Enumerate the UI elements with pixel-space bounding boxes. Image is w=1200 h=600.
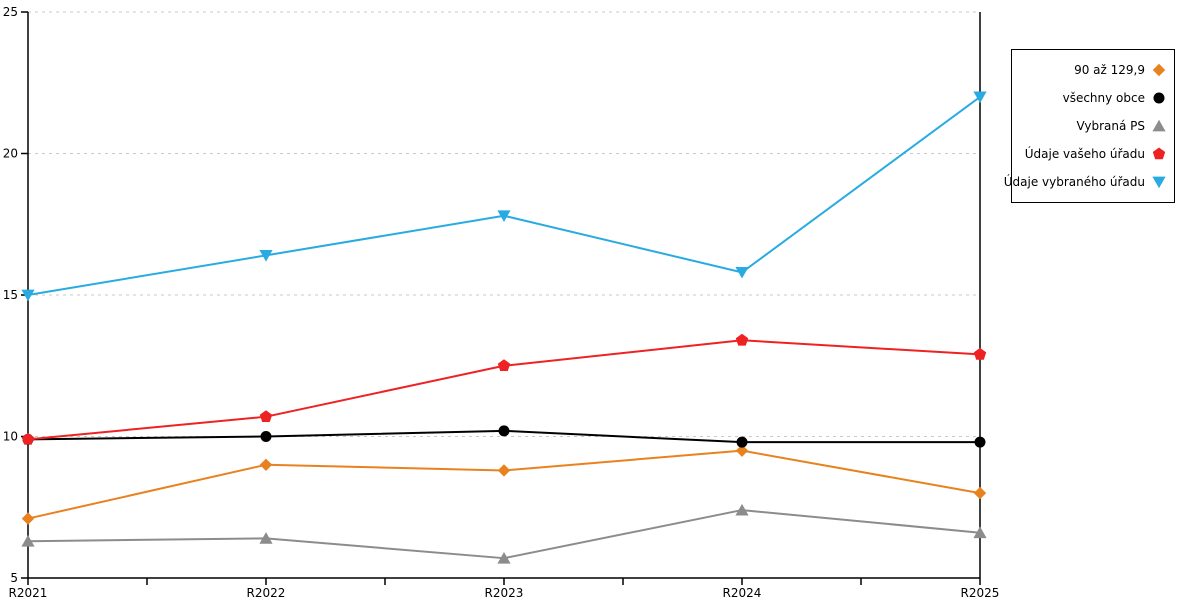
triangle-up-marker-icon (21, 535, 35, 547)
circle-marker-icon (498, 425, 510, 437)
circle-marker-icon (1153, 92, 1165, 104)
diamond-marker-icon (1152, 63, 1166, 77)
legend-label: 90 až 129,9 (1074, 63, 1145, 77)
legend-item-2[interactable]: Vybraná PS (1012, 113, 1174, 139)
legend-label: Vybraná PS (1076, 119, 1145, 133)
y-tick-label: 5 (10, 571, 18, 585)
legend-label: Údaje vašeho úřadu (1024, 147, 1145, 161)
triangle-down-marker-icon (259, 249, 273, 262)
y-tick-label: 25 (3, 5, 18, 19)
y-tick-label: 20 (3, 147, 18, 161)
diamond-marker-icon (497, 464, 511, 477)
diamond-marker-icon (21, 512, 35, 525)
x-tick-label: R2025 (961, 586, 1000, 600)
series-line (27, 449, 981, 520)
triangle-down-marker-icon (497, 210, 511, 222)
x-tick-label: R2023 (485, 586, 524, 600)
legend-item-3[interactable]: Údaje vašeho úřadu (1012, 141, 1174, 167)
diamond-marker-icon (973, 486, 987, 500)
legend-item-4[interactable]: Údaje vybraného úřadu (1004, 169, 1174, 195)
legend-item-1[interactable]: všechny obce (1012, 85, 1174, 111)
x-tick-label: R2021 (9, 586, 48, 600)
triangle-up-icon (1152, 119, 1166, 132)
triangle-down-marker-icon (735, 266, 749, 279)
legend-item-0[interactable]: 90 až 129,9 (1012, 57, 1174, 83)
series-line (27, 509, 981, 560)
pentagon-marker-icon (21, 432, 35, 445)
pentagon-marker-icon (973, 347, 987, 360)
x-tick-label: R2024 (723, 586, 762, 600)
series-line (27, 95, 981, 296)
triangle-down-marker-icon (21, 289, 35, 302)
triangle-up-marker-icon (497, 551, 511, 564)
pentagon-marker-icon (735, 333, 749, 346)
diamond-marker-icon (735, 444, 749, 457)
legend-label: Údaje vybraného úřadu (1003, 175, 1145, 189)
circle-icon (1153, 92, 1165, 104)
pentagon-icon (1152, 147, 1166, 160)
pentagon-marker-icon (1152, 147, 1166, 160)
legend-label: všechny obce (1062, 91, 1145, 105)
pentagon-marker-icon (497, 359, 511, 372)
circle-marker-icon (260, 431, 272, 442)
triangle-up-marker-icon (259, 532, 273, 544)
triangle-up-marker-icon (1152, 119, 1166, 132)
pentagon-marker-icon (259, 410, 273, 422)
series-line (27, 339, 981, 441)
triangle-down-marker-icon (1152, 176, 1166, 189)
triangle-down-icon (1152, 176, 1166, 189)
diamond-icon (1152, 63, 1166, 77)
x-tick-label: R2022 (247, 586, 286, 600)
diamond-marker-icon (259, 458, 273, 471)
triangle-up-marker-icon (973, 526, 987, 539)
triangle-up-marker-icon (735, 503, 749, 516)
y-tick-label: 15 (3, 288, 18, 302)
triangle-down-marker-icon (973, 91, 987, 104)
y-tick-label: 10 (3, 430, 18, 444)
circle-marker-icon (736, 436, 748, 448)
legend: 90 až 129,9 všechny obce Vybraná PS Údaje v… (1004, 49, 1175, 203)
circle-marker-icon (974, 436, 986, 448)
